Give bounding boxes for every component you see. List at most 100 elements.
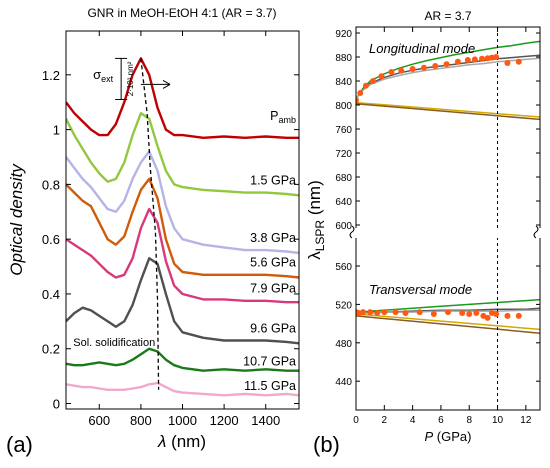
longitudinal-point — [362, 82, 369, 89]
transversal-point — [445, 309, 451, 316]
series-label-text: 1.5 GPa — [250, 174, 296, 188]
longitudinal-point — [409, 66, 416, 72]
longitudinal-point — [515, 58, 522, 65]
series-line-0 — [66, 57, 299, 139]
series-label-text: 3.8 GPa — [250, 231, 296, 245]
b-xtick-label: 4 — [410, 415, 416, 426]
series-line-5 — [66, 257, 299, 345]
b-ytick-label: 720 — [335, 149, 352, 160]
series-line-7 — [66, 381, 299, 397]
series-label-0: Pamb — [270, 109, 296, 125]
a-ytick-label: 0.4 — [42, 287, 60, 302]
panel-b-label: (b) — [313, 432, 340, 457]
series-label-3: 5.6 GPa — [250, 256, 296, 270]
series-label-4: 7.9 GPa — [250, 282, 296, 296]
series-label-text: P — [270, 109, 278, 123]
series-label-text: 7.9 GPa — [250, 282, 296, 296]
transversal-point — [459, 310, 466, 317]
b-ytick-label: 640 — [335, 197, 352, 208]
b-ytick-label: 560 — [335, 262, 352, 273]
longitudinal-point — [388, 69, 395, 75]
model-curve-8 — [356, 313, 540, 331]
longitudinal-point — [357, 90, 364, 96]
a-ytick-label: 1 — [53, 123, 60, 138]
a-ytick-label: 0.2 — [42, 342, 60, 357]
b-ytick-label: 520 — [335, 300, 352, 311]
series-label-sub: amb — [278, 115, 296, 125]
a-xtick-label: 800 — [130, 413, 152, 428]
panel-b-title: AR = 3.7 — [424, 9, 471, 23]
a-ytick-label: 0.8 — [42, 177, 60, 192]
transversal-point — [484, 314, 491, 321]
annotation-transversal-mode: Transversal mode — [369, 282, 472, 297]
longitudinal-point — [420, 64, 427, 71]
series-label-7: 11.5 GPa — [244, 379, 296, 393]
panel-b-ylabel-unit: (nm) — [305, 180, 324, 220]
annotation-longitudinal-mode: Longitudinal mode — [369, 41, 475, 56]
axis-break — [349, 225, 546, 239]
series-label-text: 11.5 GPa — [244, 379, 296, 393]
b-ytick-label: 600 — [335, 221, 352, 232]
transversal-point — [504, 312, 511, 319]
series-line-6 — [66, 347, 299, 372]
b-xtick-label: 10 — [492, 415, 504, 426]
longitudinal-point — [464, 57, 471, 63]
panel-a-ylabel: Optical density — [7, 163, 26, 276]
b-xtick-label: 12 — [520, 415, 532, 426]
transversal-point — [360, 309, 367, 316]
scalebar-symbol-label: σext — [93, 67, 114, 84]
longitudinal-point — [504, 60, 511, 66]
annotation-solidification: Sol. solidification — [73, 337, 155, 349]
b-ytick-label: 680 — [335, 173, 352, 184]
b-ytick-label: 800 — [335, 101, 352, 112]
transversal-point — [493, 311, 500, 317]
panel-b-xlabel: P (GPa) — [425, 429, 472, 444]
panel-a-title: GNR in MeOH-EtOH 4:1 (AR = 3.7) — [87, 6, 276, 20]
b-ytick-label: 480 — [335, 339, 352, 350]
series-label-5: 9.6 GPa — [250, 321, 296, 335]
series-label-1: 1.5 GPa — [250, 174, 296, 188]
axis-break-gap — [350, 228, 546, 238]
longitudinal-point — [478, 55, 485, 62]
panel-b: AR = 3.7 0 2 4 6 8 10 12 600 640 680 720 760 800 840 8… — [305, 9, 546, 457]
series-label-text: 10.7 GPa — [243, 354, 296, 368]
transversal-point — [515, 312, 522, 319]
series-label-text: 5.6 GPa — [250, 256, 296, 270]
shift-arrow-head — [162, 79, 171, 89]
transversal-point — [367, 309, 374, 316]
series-label-text: 9.6 GPa — [250, 321, 296, 335]
panel-b-xlabel-symbol: P — [425, 429, 434, 444]
a-xtick-label: 1000 — [168, 413, 197, 428]
b-xtick-label: 0 — [353, 415, 359, 426]
b-xtick-label: 8 — [466, 415, 472, 426]
b-xtick-label: 6 — [438, 415, 444, 426]
model-curve-4 — [356, 103, 540, 121]
panel-a-frame — [65, 30, 300, 410]
panel-a: GNR in MeOH-EtOH 4:1 (AR = 3.7) 600 800 10… — [6, 6, 300, 457]
longitudinal-point — [432, 63, 439, 69]
scalebar-subscript: ext — [101, 74, 114, 84]
a-ytick-label: 0.6 — [42, 232, 60, 247]
panel-a-xlabel-unit: (nm) — [166, 432, 206, 451]
axis-break-mark — [349, 225, 355, 239]
panel-a-xlabel-symbol: λ — [157, 432, 166, 451]
panel-a-label: (a) — [6, 432, 33, 457]
model-curve-5 — [356, 298, 540, 314]
b-xtick-label: 2 — [382, 415, 388, 426]
peak-trace-dashed-line — [140, 58, 160, 390]
longitudinal-point — [493, 54, 500, 60]
longitudinal-point — [471, 56, 478, 63]
model-curve-0 — [356, 40, 540, 100]
transversal-point — [392, 309, 399, 316]
panel-b-ylabel-symbol: λ — [305, 251, 324, 260]
longitudinal-point — [369, 78, 376, 84]
b-ytick-label: 440 — [335, 377, 352, 388]
panel-a-plot — [66, 57, 299, 397]
scalebar-symbol: σ — [93, 67, 101, 82]
a-xtick-label: 600 — [88, 413, 110, 428]
model-curve-3 — [356, 101, 540, 118]
transversal-point — [381, 309, 388, 316]
panel-b-frame — [355, 26, 541, 411]
series-line-4 — [66, 207, 299, 304]
longitudinal-point — [398, 67, 405, 74]
